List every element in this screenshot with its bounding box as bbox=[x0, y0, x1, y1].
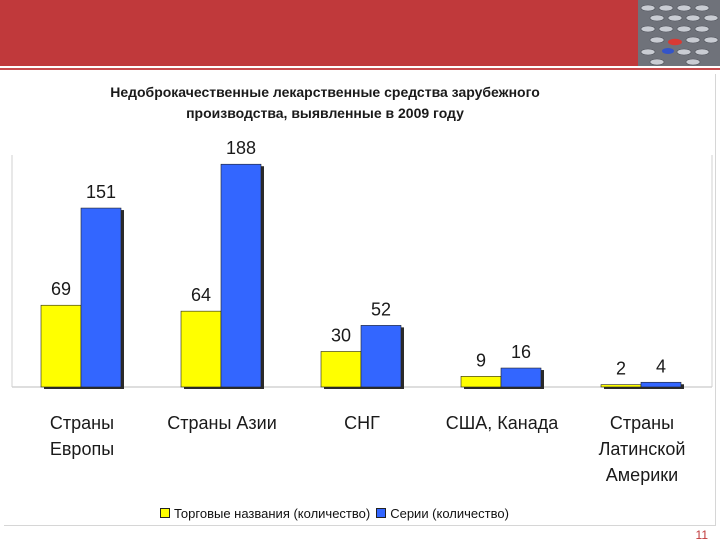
chart-title-line-1: Недоброкачественные лекарственные средст… bbox=[110, 84, 540, 100]
legend-label-series: Серии (количество) bbox=[390, 505, 509, 521]
bar-series-1 bbox=[220, 163, 262, 388]
category-label: Латинской bbox=[599, 439, 686, 459]
chart-title: Недоброкачественные лекарственные средст… bbox=[100, 82, 550, 124]
bar-series-0 bbox=[80, 207, 122, 388]
bar-shadow bbox=[604, 386, 644, 389]
legend-item-trade-names: Торговые названия (количество) bbox=[160, 506, 370, 521]
page-number: 11 bbox=[695, 528, 708, 542]
data-label: 52 bbox=[371, 299, 391, 319]
data-label: 16 bbox=[511, 342, 531, 362]
category-label: США, Канада bbox=[446, 413, 559, 433]
bar-trade-names-3 bbox=[460, 376, 502, 388]
pills-image bbox=[638, 0, 720, 66]
data-label: 151 bbox=[86, 182, 116, 202]
data-label: 188 bbox=[226, 138, 256, 158]
bar-trade-names-1 bbox=[180, 310, 222, 388]
chart-legend: Торговые названия (количество) Серии (ко… bbox=[160, 503, 515, 523]
chart-title-line-2: производства, выявленные в 2009 году bbox=[186, 105, 464, 121]
category-label: СНГ bbox=[344, 413, 380, 433]
data-label: 64 bbox=[191, 285, 211, 305]
slide-frame bbox=[4, 74, 716, 526]
legend-swatch-blue bbox=[376, 508, 387, 518]
category-label: Страны bbox=[610, 413, 674, 433]
data-label: 2 bbox=[616, 359, 626, 379]
bar-trade-names-4 bbox=[600, 384, 642, 388]
data-label: 69 bbox=[51, 279, 71, 299]
category-label: Европы bbox=[50, 439, 114, 459]
bar-series-2 bbox=[360, 325, 402, 388]
category-label: Америки bbox=[606, 465, 678, 485]
header-bar bbox=[0, 0, 720, 66]
category-label: Страны bbox=[50, 413, 114, 433]
data-label: 30 bbox=[331, 325, 351, 345]
data-label: 4 bbox=[656, 356, 666, 376]
bar-trade-names-2 bbox=[320, 351, 362, 388]
category-label: Страны Азии bbox=[167, 413, 277, 433]
bar-series-3 bbox=[500, 367, 542, 388]
legend-item-series: Серии (количество) bbox=[376, 506, 509, 521]
bar-trade-names-0 bbox=[40, 304, 82, 388]
legend-label-trade-names: Торговые названия (количество) bbox=[174, 505, 371, 521]
data-label: 9 bbox=[476, 350, 486, 370]
header-divider bbox=[0, 68, 720, 70]
legend-swatch-yellow bbox=[160, 508, 170, 518]
bar-series-4 bbox=[640, 381, 682, 388]
